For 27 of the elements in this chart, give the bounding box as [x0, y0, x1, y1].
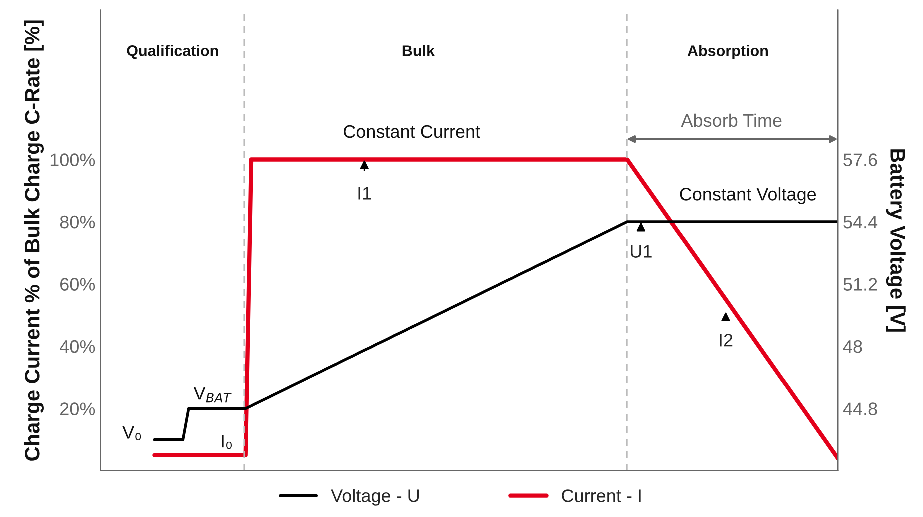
annotation: Absorb Time — [681, 114, 782, 128]
annotation: U1 — [631, 245, 652, 258]
y2-tick-label: 44.8 — [843, 402, 878, 416]
y-tick-label: 40% — [60, 340, 96, 354]
annotation: Absorption — [688, 45, 768, 60]
legend-label: Current - I — [562, 490, 641, 502]
legend-label: Voltage - U — [331, 489, 420, 506]
annotation: Constant Voltage — [680, 188, 816, 204]
y2-tick-label: 51.2 — [844, 278, 878, 291]
annotation: Constant Current — [344, 125, 480, 138]
y2-tick-label: 57.6 — [844, 154, 878, 166]
annotation: Qualification — [127, 45, 218, 60]
y-tick-label: 80% — [60, 216, 96, 229]
y2-tick-label: 54.4 — [844, 216, 878, 229]
text: V₀ — [122, 426, 142, 440]
y-tick-label: 20% — [60, 402, 96, 416]
y2-axis-title: Battery Voltage [V] — [886, 150, 906, 332]
annotation: I₀ — [222, 435, 232, 450]
y-axis-title: Charge Current % of Bulk Charge C-Rate [%] — [24, 20, 44, 461]
line-series — [152, 158, 838, 461]
annotation: Bulk — [402, 45, 436, 56]
y2-tick-label: 48 — [843, 340, 862, 354]
annotation: V$_{BAT}$ — [194, 387, 232, 403]
y-tick-label: 60% — [60, 278, 96, 291]
annotation: I2 — [720, 334, 733, 347]
y-tick-label: 100% — [50, 154, 96, 166]
annotation: I1 — [358, 187, 372, 200]
